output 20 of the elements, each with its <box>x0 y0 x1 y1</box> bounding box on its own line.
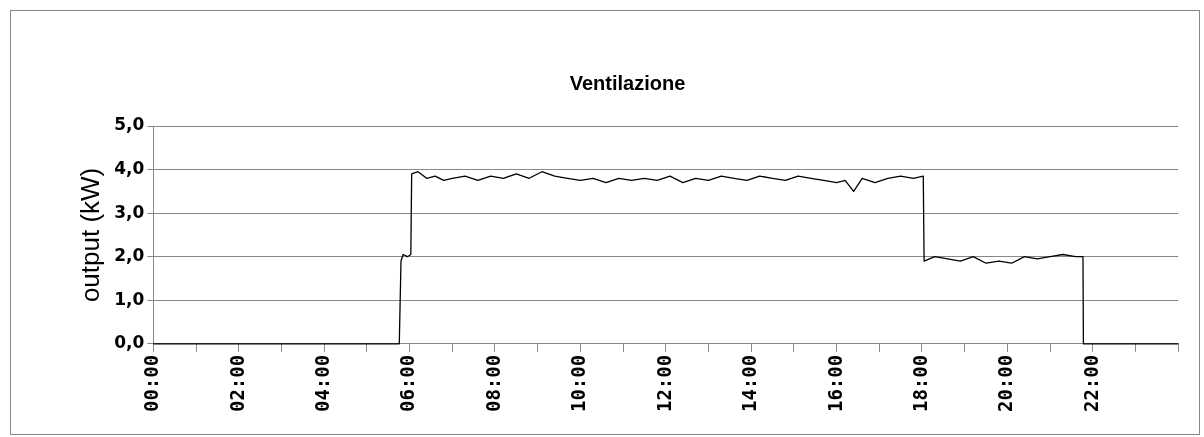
y-tick-label: 0,0 <box>114 332 145 353</box>
x-tick-label: 22:00 <box>1079 354 1102 413</box>
y-tick-label: 5,0 <box>114 114 145 135</box>
y-axis-title: output (kW) <box>74 167 105 303</box>
y-tick-label: 3,0 <box>114 201 145 222</box>
x-tick-label: 18:00 <box>908 354 931 413</box>
x-tick-label: 12:00 <box>652 354 675 413</box>
x-tick-label: 16:00 <box>823 354 846 413</box>
x-tick-label: 10:00 <box>567 354 590 413</box>
chart-title: Ventilazione <box>569 71 686 94</box>
x-tick-label: 20:00 <box>994 354 1017 413</box>
x-tick-label: 06:00 <box>396 354 419 413</box>
y-tick-label: 2,0 <box>114 245 145 266</box>
y-tick-label: 1,0 <box>114 288 145 309</box>
x-tick-label: 02:00 <box>225 354 248 413</box>
y-tick-label: 4,0 <box>114 157 145 178</box>
x-tick-label: 00:00 <box>140 354 163 413</box>
x-tick-label: 04:00 <box>311 354 334 413</box>
x-tick-label: 08:00 <box>481 354 504 413</box>
x-tick-label: 14:00 <box>738 354 761 413</box>
